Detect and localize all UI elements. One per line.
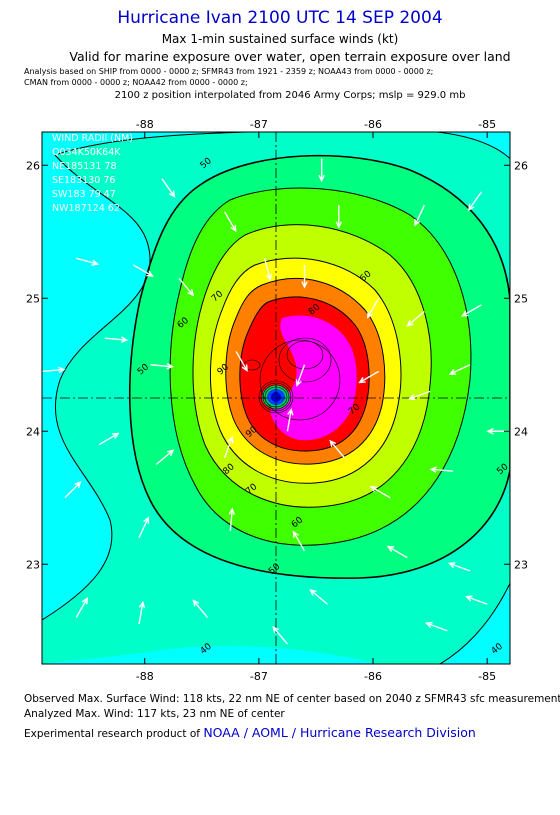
credit-prefix: Experimental research product of	[24, 728, 204, 740]
wind-vector	[425, 621, 448, 632]
x-tick-label-bottom: -87	[250, 670, 268, 680]
chart-title: Hurricane Ivan 2100 UTC 14 SEP 2004	[117, 8, 443, 28]
wind-vector	[98, 432, 120, 446]
wind-radii-header: Q034K50K64K	[52, 147, 121, 158]
y-tick-label-left: 23	[26, 558, 40, 571]
analysis-line-2: CMAN from 0000 - 0000 z; NOAA42 from 000…	[24, 78, 248, 87]
x-tick-label-bottom: -85	[478, 670, 496, 680]
wind-vector	[467, 191, 483, 212]
y-tick-label-right: 24	[514, 425, 528, 438]
wind-vector	[429, 466, 453, 473]
wind-vector	[286, 407, 294, 432]
wind-vector	[64, 481, 82, 499]
position-note: 2100 z position interpolated from 2046 A…	[114, 90, 466, 101]
wind-vector	[309, 588, 328, 605]
wind-radii-row-se: SE183130 76	[52, 175, 115, 186]
analysis-line-1: Analysis based on SHIP from 0000 - 0000 …	[24, 67, 434, 76]
wind-vector	[75, 597, 89, 618]
wind-vector	[132, 264, 154, 277]
wind-vector	[150, 362, 174, 370]
wind-vector	[414, 204, 426, 227]
x-tick-label-bottom: -86	[364, 670, 382, 680]
wind-vector	[224, 211, 237, 233]
wind-vector	[192, 599, 209, 618]
y-tick-label-right: 23	[514, 558, 528, 571]
wind-vector	[272, 625, 288, 645]
wind-vector	[461, 304, 482, 317]
x-tick-label-top: -86	[364, 118, 382, 131]
validity-note: Valid for marine exposure over water, op…	[69, 49, 511, 64]
y-tick-label-left: 24	[26, 425, 40, 438]
wind-vector	[335, 205, 343, 229]
wind-vector	[407, 390, 431, 401]
wind-vector	[318, 158, 325, 183]
wind-vector	[358, 370, 380, 384]
wind-vector	[301, 265, 308, 289]
wind-radii-row-sw: SW183 79 47	[52, 189, 116, 200]
wind-vector	[42, 366, 66, 374]
y-tick-label-left: 25	[26, 292, 40, 305]
hrd-link[interactable]: NOAA / AOML / Hurricane Research Divisio…	[203, 725, 476, 740]
wind-vector	[464, 595, 488, 605]
wind-vector	[263, 258, 273, 282]
chart-subtitle: Max 1-min sustained surface winds (kt)	[161, 32, 399, 46]
credit-line: Experimental research product of NOAA / …	[24, 725, 476, 740]
wind-vector	[448, 364, 471, 375]
wind-radii-row-nw: NW187124 62	[52, 203, 120, 214]
x-tick-label-top: -87	[250, 118, 268, 131]
wind-vector	[178, 277, 195, 297]
wind-vector	[223, 435, 234, 459]
wind-vector	[292, 530, 306, 552]
y-tick-label-right: 26	[514, 159, 528, 172]
x-tick-label-top: -88	[136, 118, 154, 131]
wind-vector	[104, 336, 129, 343]
wind-vector	[447, 562, 471, 572]
wind-vector	[366, 297, 380, 319]
wind-vector	[161, 178, 176, 198]
analysis-sources: Analysis based on SHIP from 0000 - 0000 …	[24, 66, 433, 88]
wind-vector	[406, 311, 425, 327]
axis-ticks: -88 -88 -87 -87 -86 -86 -85 -85 23 23 24 24 25 25 26 26	[26, 118, 528, 680]
wind-vector	[138, 516, 150, 538]
plot-frame	[41, 131, 511, 665]
wind-vector	[138, 600, 146, 625]
wind-vector	[369, 485, 391, 499]
wind-vector	[329, 439, 346, 459]
wind-vector	[386, 545, 408, 559]
wind-vector	[235, 351, 248, 372]
x-tick-label-bottom: -88	[136, 670, 154, 680]
wind-vector	[295, 364, 306, 387]
wind-radii-row-ne: NE185131 78	[52, 161, 116, 172]
analyzed-max-wind: Analyzed Max. Wind: 117 kts, 23 nm NE of…	[24, 708, 285, 720]
contour-label: 50	[495, 462, 510, 477]
wind-vectors	[42, 158, 510, 645]
wind-vector	[228, 507, 236, 532]
wind-radii-title: WIND RADII (NM)	[52, 133, 133, 144]
y-tick-label-left: 26	[26, 159, 40, 172]
wind-vector	[155, 449, 175, 466]
wind-radii-table: WIND RADII (NM) Q034K50K64K NE185131 78 …	[52, 133, 133, 214]
x-tick-label-top: -85	[478, 118, 496, 131]
wind-vector	[76, 257, 100, 266]
major-contours	[42, 132, 510, 664]
observed-max-wind: Observed Max. Surface Wind: 118 kts, 22 …	[24, 693, 560, 705]
y-tick-label-right: 25	[514, 292, 528, 305]
